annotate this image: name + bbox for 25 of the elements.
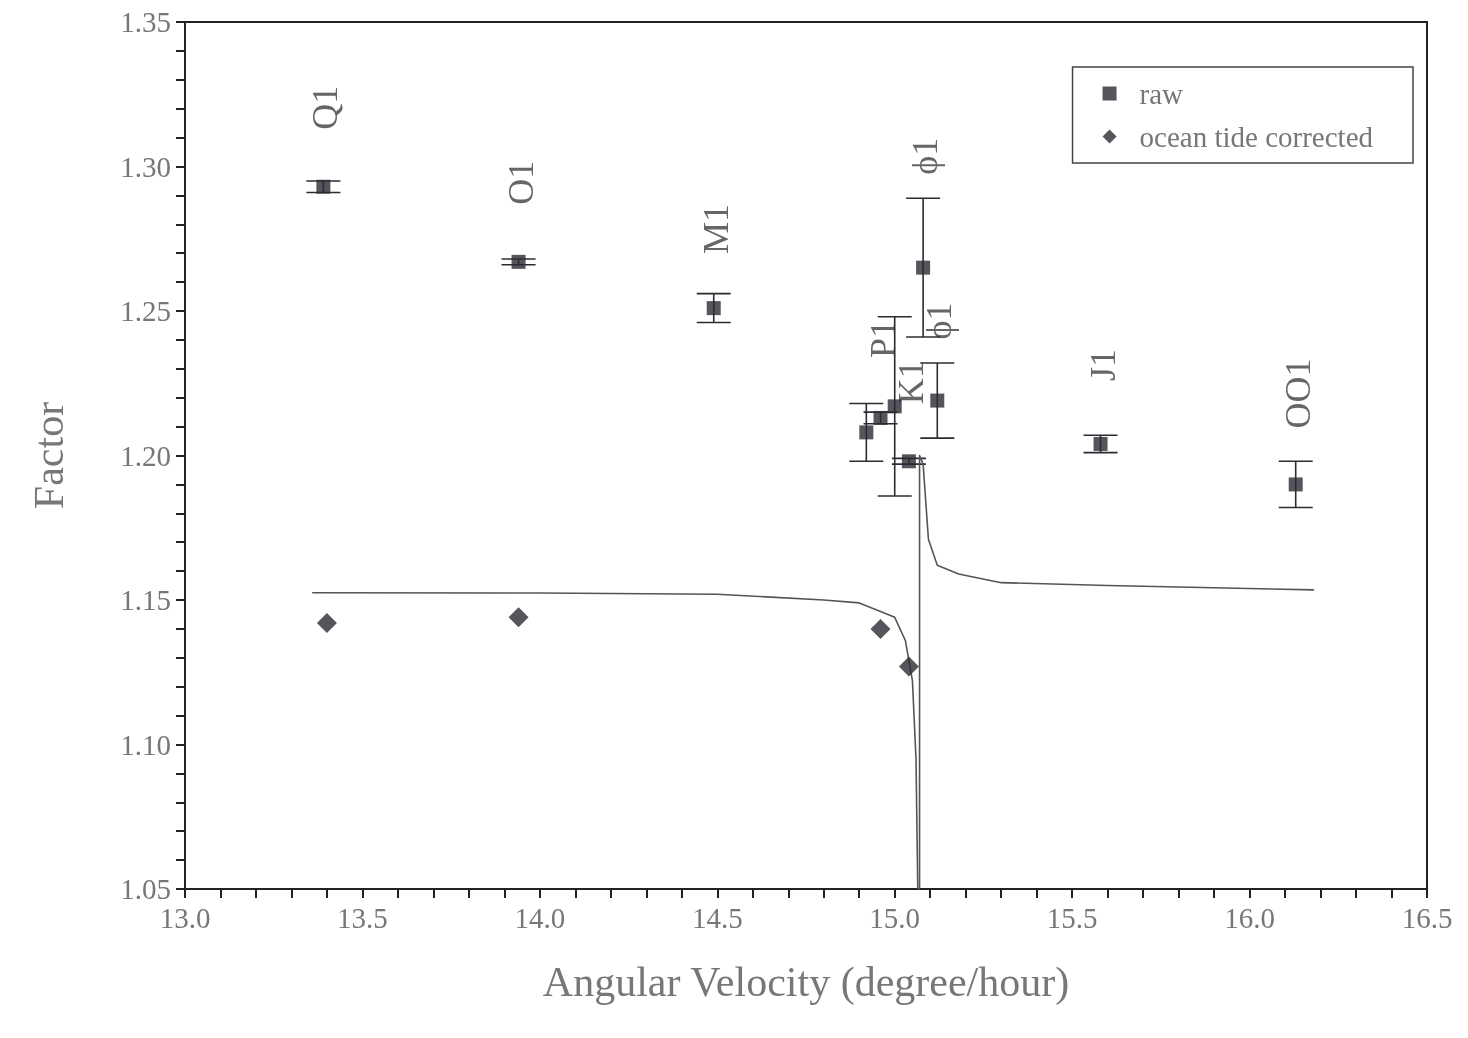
- x-tick-label: 15.0: [869, 901, 921, 934]
- y-tick-label: 1.25: [120, 295, 171, 327]
- x-axis-title: Angular Velocity (degree/hour): [542, 959, 1070, 1006]
- annotation: ϕ1: [919, 302, 960, 340]
- annotation: J1: [1082, 348, 1123, 381]
- y-tick-label: 1.20: [120, 439, 171, 472]
- y-tick-label: 1.10: [120, 728, 171, 761]
- annotation: M1: [695, 204, 736, 255]
- annotation: ϕ1: [905, 137, 946, 175]
- x-tick-label: 14.5: [691, 901, 743, 934]
- annotation: OO1: [1277, 358, 1318, 429]
- x-tick-label: 14.0: [514, 901, 566, 934]
- annotation: O1: [500, 160, 541, 205]
- x-tick-label: 16.5: [1401, 901, 1453, 934]
- legend-label: ocean tide corrected: [1139, 120, 1374, 153]
- legend-label: raw: [1139, 77, 1184, 110]
- y-axis-title: Factor: [26, 401, 72, 510]
- annotation: Q1: [305, 85, 346, 130]
- y-tick-label: 1.30: [120, 150, 171, 183]
- y-tick-label: 1.35: [120, 6, 171, 38]
- x-tick-label: 16.0: [1224, 901, 1275, 934]
- annotation: K1: [890, 360, 931, 405]
- x-tick-label: 15.5: [1046, 901, 1098, 934]
- y-tick-label: 1.15: [120, 584, 171, 616]
- x-tick-label: 13.5: [337, 901, 388, 934]
